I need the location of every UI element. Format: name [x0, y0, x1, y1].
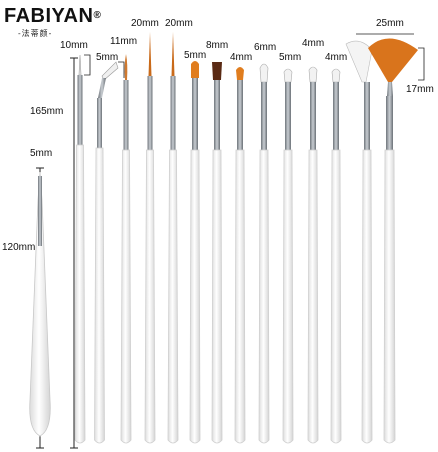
brush-white-5mm	[282, 68, 294, 444]
brush-flat-orange-5mm	[189, 61, 201, 444]
brand-subtitle: -法蒂颜-	[18, 29, 53, 38]
label-b10: 5mm	[279, 52, 302, 63]
brush-white-6mm	[258, 63, 270, 444]
label-b8: 4mm	[230, 52, 253, 63]
label-short-handle: 120mm	[2, 242, 36, 253]
brush-round-11mm	[120, 54, 132, 444]
brush-white-4mm-a	[307, 66, 319, 444]
brush-striper-20mm-b	[167, 32, 179, 444]
label-b7: 8mm	[206, 40, 229, 51]
label-b6: 5mm	[184, 50, 207, 61]
brush-round-orange-4mm	[234, 67, 246, 444]
label-b9: 6mm	[254, 42, 277, 53]
height-marker-165	[70, 57, 78, 449]
registered-mark: ®	[93, 10, 102, 21]
tip-brackets	[84, 33, 425, 81]
brand-logo: FABIYAN®	[4, 6, 101, 26]
label-b5: 20mm	[165, 18, 193, 29]
brush-fan-orange-25mm	[368, 38, 418, 444]
brush-fan-white	[345, 40, 373, 444]
label-tall-handle: 165mm	[30, 106, 64, 117]
label-b4: 20mm	[131, 18, 159, 29]
brush-flat-brown-8mm	[211, 62, 223, 444]
brand-name: FABIYAN	[4, 5, 94, 27]
brush-white-4mm-b	[330, 68, 342, 444]
label-b11: 4mm	[302, 38, 325, 49]
label-dot-tip: 5mm	[30, 148, 53, 159]
label-b12: 4mm	[325, 52, 348, 63]
brush-liner-10mm	[74, 54, 86, 444]
dotting-tool	[29, 168, 51, 437]
label-b1: 10mm	[60, 40, 88, 51]
brush-striper-20mm-a	[144, 32, 156, 444]
label-b3: 11mm	[110, 36, 138, 47]
label-fan-height: 17mm	[406, 84, 434, 95]
brush-angled-5mm	[94, 61, 119, 444]
label-b2: 5mm	[96, 52, 119, 63]
label-fan-width: 25mm	[376, 18, 404, 29]
